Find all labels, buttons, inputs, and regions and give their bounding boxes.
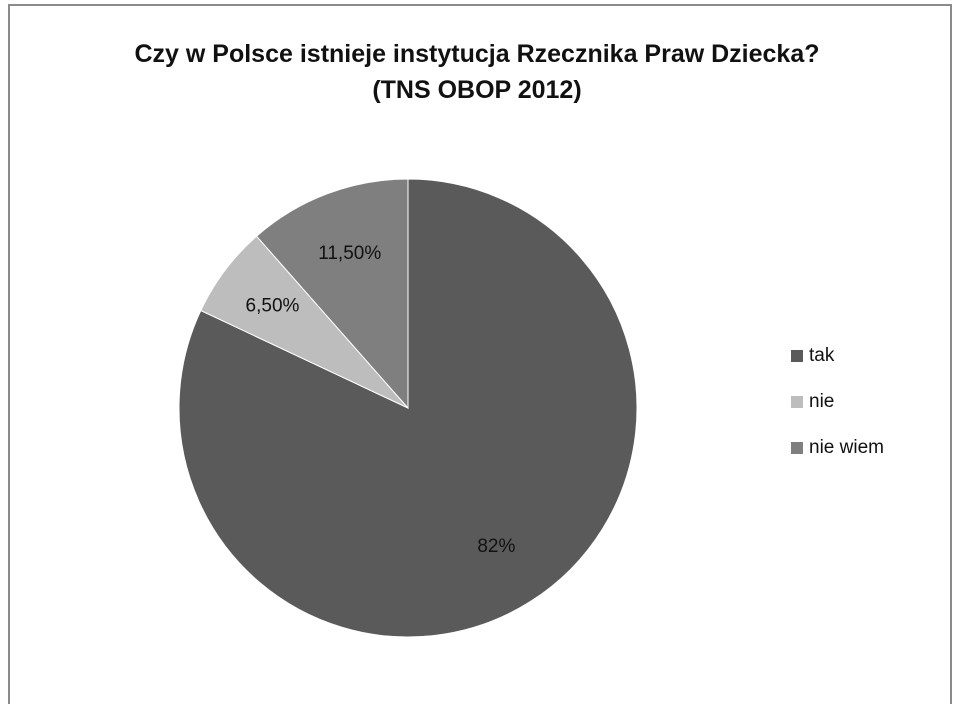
pie-slice-tak [178, 178, 638, 638]
pie-labels: 82% 6,50% 11,50% [246, 243, 516, 557]
slice-label-nie: 6,50% [246, 295, 300, 316]
slice-label-tak: 82% [477, 536, 515, 557]
pie-slices [178, 178, 638, 638]
pie-slice-nie-wiem [255, 178, 409, 410]
slice-label-nie-wiem: 11,50% [318, 243, 381, 264]
legend-swatch-nie-wiem [791, 442, 803, 454]
legend-label-nie: nie [809, 391, 835, 412]
chart-subtitle-line: (TNS OBOP 2012) [372, 76, 582, 104]
legend-label-tak: tak [809, 345, 835, 366]
chart-title: Czy w Polsce istnieje instytucja Rzeczni… [0, 36, 954, 108]
legend-swatch-tak [791, 350, 803, 362]
legend-label-nie-wiem: nie wiem [809, 437, 884, 458]
legend: tak nie nie wiem [791, 344, 884, 482]
legend-item-nie: nie [791, 390, 884, 414]
legend-swatch-nie [791, 396, 803, 408]
legend-item-nie-wiem: nie wiem [791, 436, 884, 460]
legend-item-tak: tak [791, 344, 884, 368]
chart-title-line: Czy w Polsce istnieje instytucja Rzeczni… [134, 40, 820, 68]
